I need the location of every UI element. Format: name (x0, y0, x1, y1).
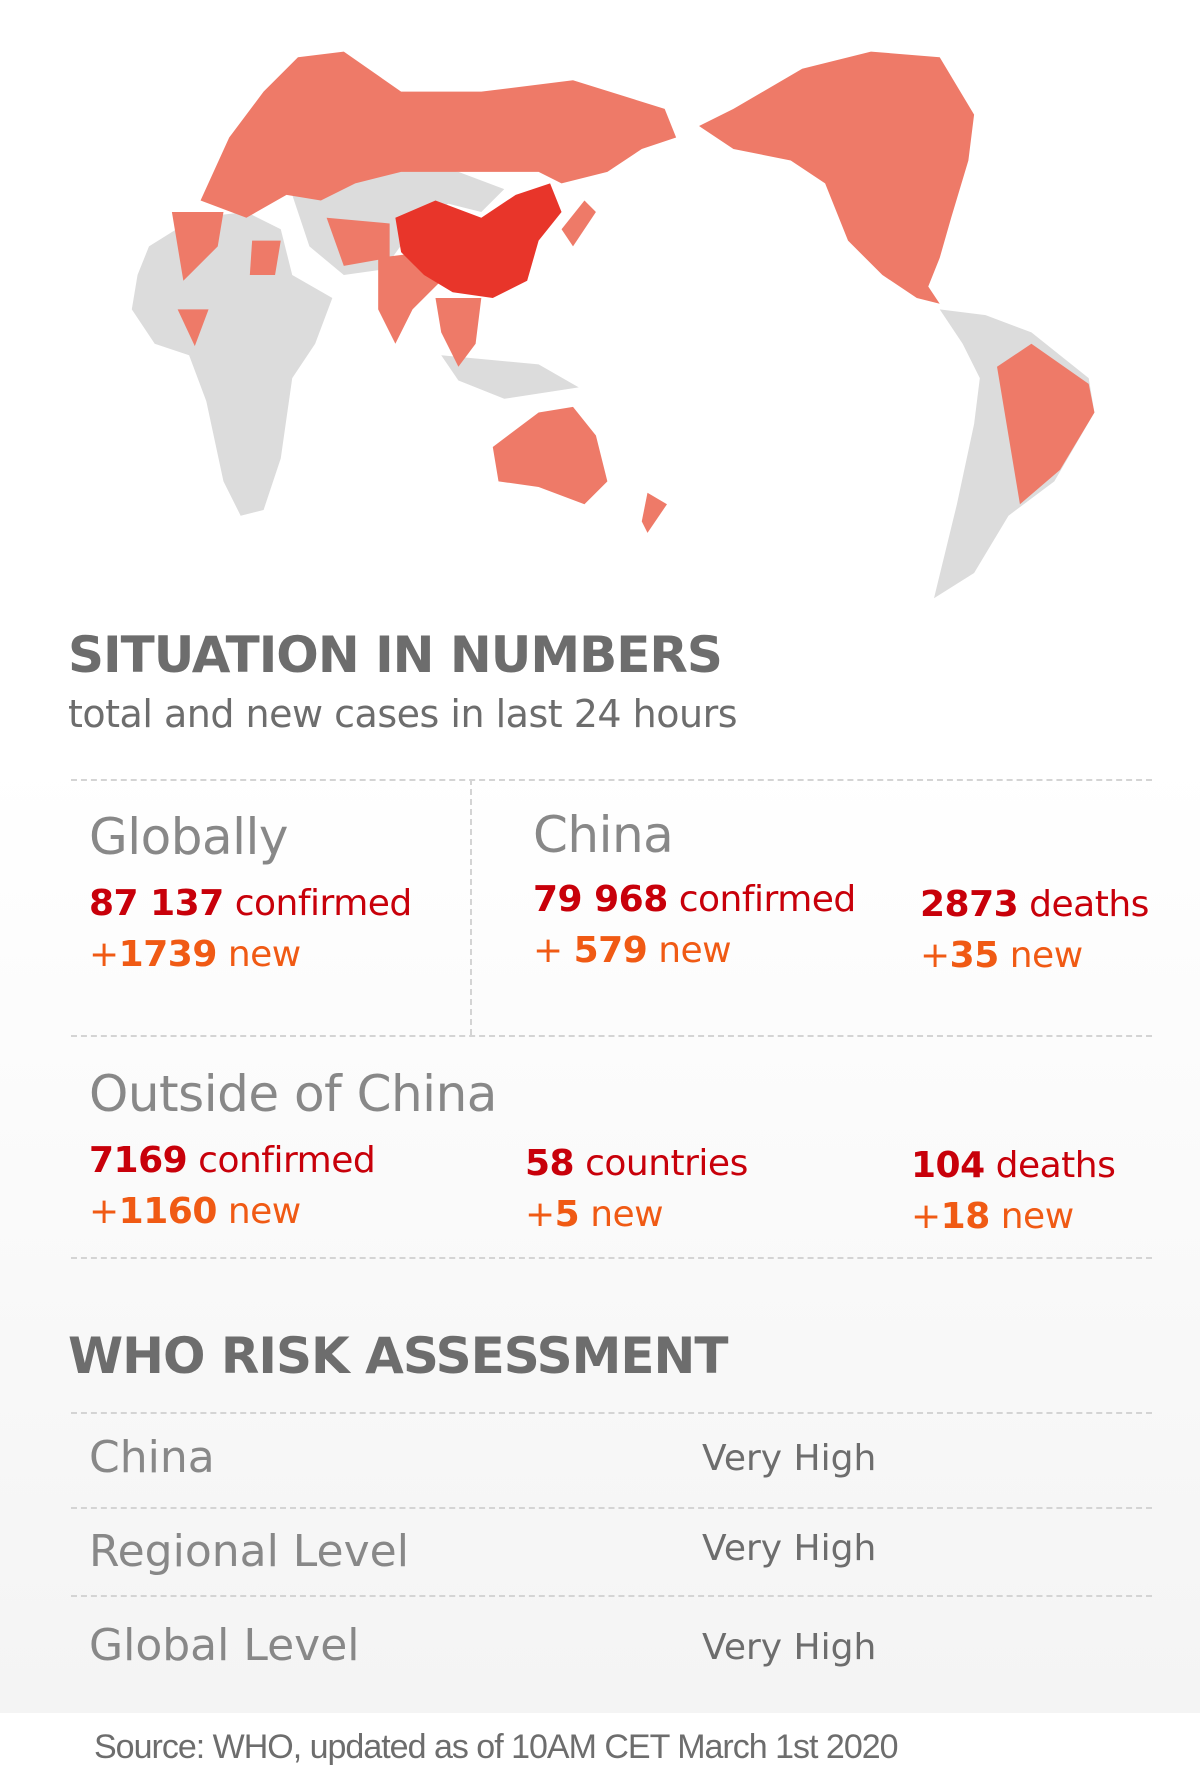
map-region-japan (561, 200, 596, 247)
outside-countries-new: +5 new (525, 1194, 664, 1235)
divider (71, 1257, 1152, 1259)
map-region-brazil (997, 343, 1095, 505)
china-deaths-new: +35 new (920, 935, 1083, 976)
risk-row-value: Very High (702, 1438, 877, 1479)
divider (71, 1412, 1152, 1414)
outside-new: +1160 new (89, 1191, 301, 1232)
map-region-china (395, 183, 562, 298)
source-note: Source: WHO, updated as of 10AM CET Marc… (94, 1728, 899, 1766)
map-region-indonesia (441, 355, 579, 399)
outside-label: Outside of China (89, 1065, 497, 1123)
map-region-west-africa (171, 212, 224, 281)
outside-deaths: 104 deaths (911, 1145, 1116, 1186)
globally-new: +1739 new (89, 934, 301, 975)
risk-row-value: Very High (702, 1627, 877, 1668)
situation-subtitle: total and new cases in last 24 hours (68, 692, 738, 736)
map-region-europe-russia (200, 51, 677, 218)
map-region-north-america (699, 51, 975, 304)
risk-row-label: Global Level (89, 1620, 360, 1671)
outside-countries: 58 countries (525, 1143, 748, 1184)
china-new: + 579 new (533, 930, 732, 971)
outside-deaths-new: +18 new (911, 1196, 1074, 1237)
risk-row-value: Very High (702, 1528, 877, 1569)
risk-title: WHO RISK ASSESSMENT (68, 1327, 728, 1385)
world-map (131, 51, 1095, 599)
divider (71, 1035, 1152, 1037)
map-region-iran (326, 217, 390, 266)
map-region-southeast-asia (435, 297, 482, 367)
map-region-mongolia (343, 166, 505, 218)
situation-title: SITUATION IN NUMBERS (68, 626, 723, 684)
divider (71, 779, 1152, 781)
globally-label: Globally (89, 808, 288, 866)
risk-row-label: China (89, 1432, 215, 1483)
risk-row-label: Regional Level (89, 1526, 409, 1577)
map-region-australia (492, 406, 608, 505)
map-region-nigeria (177, 309, 209, 347)
globally-confirmed: 87 137 confirmed (89, 883, 412, 924)
divider (71, 1507, 1152, 1509)
china-deaths: 2873 deaths (920, 884, 1149, 925)
map-region-egypt (249, 240, 281, 276)
divider (71, 1595, 1152, 1597)
map-region-africa (131, 212, 333, 516)
divider-vertical (470, 779, 472, 1035)
outside-confirmed: 7169 confirmed (89, 1140, 376, 1181)
china-confirmed: 79 968 confirmed (533, 879, 856, 920)
china-label: China (533, 806, 674, 864)
map-region-new-zealand (641, 492, 667, 533)
